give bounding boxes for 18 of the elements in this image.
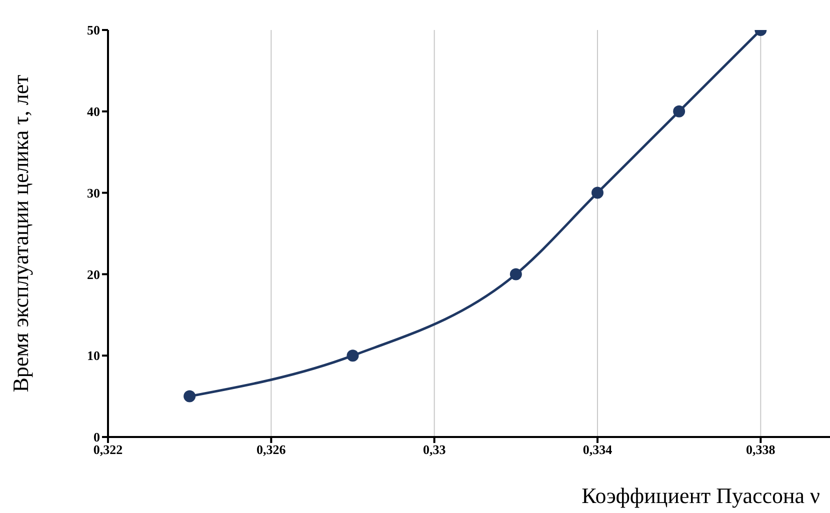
x-tick-label: 0,33 — [422, 442, 446, 458]
y-axis-title: Время эксплуатации целика τ, лет — [8, 74, 33, 392]
y-tick-label: 10 — [87, 348, 100, 364]
point — [184, 390, 196, 402]
y-tick-label: 50 — [87, 22, 100, 38]
x-tick-label: 0,338 — [746, 442, 776, 458]
x-tick-label: 0,326 — [256, 442, 286, 458]
y-tick-label: 0 — [94, 430, 100, 445]
point — [346, 350, 359, 362]
point — [673, 105, 686, 118]
y-tick-label: 30 — [87, 185, 100, 200]
x-tick-label: 0,334 — [582, 442, 613, 458]
point — [591, 186, 604, 199]
x-tick-label: 0,322 — [93, 442, 123, 458]
y-tick-label: 20 — [87, 266, 100, 282]
y-tick-label: 40 — [87, 104, 100, 120]
x-axis-title: Коэффициент Пуассона ν — [582, 483, 820, 508]
point — [510, 268, 522, 280]
